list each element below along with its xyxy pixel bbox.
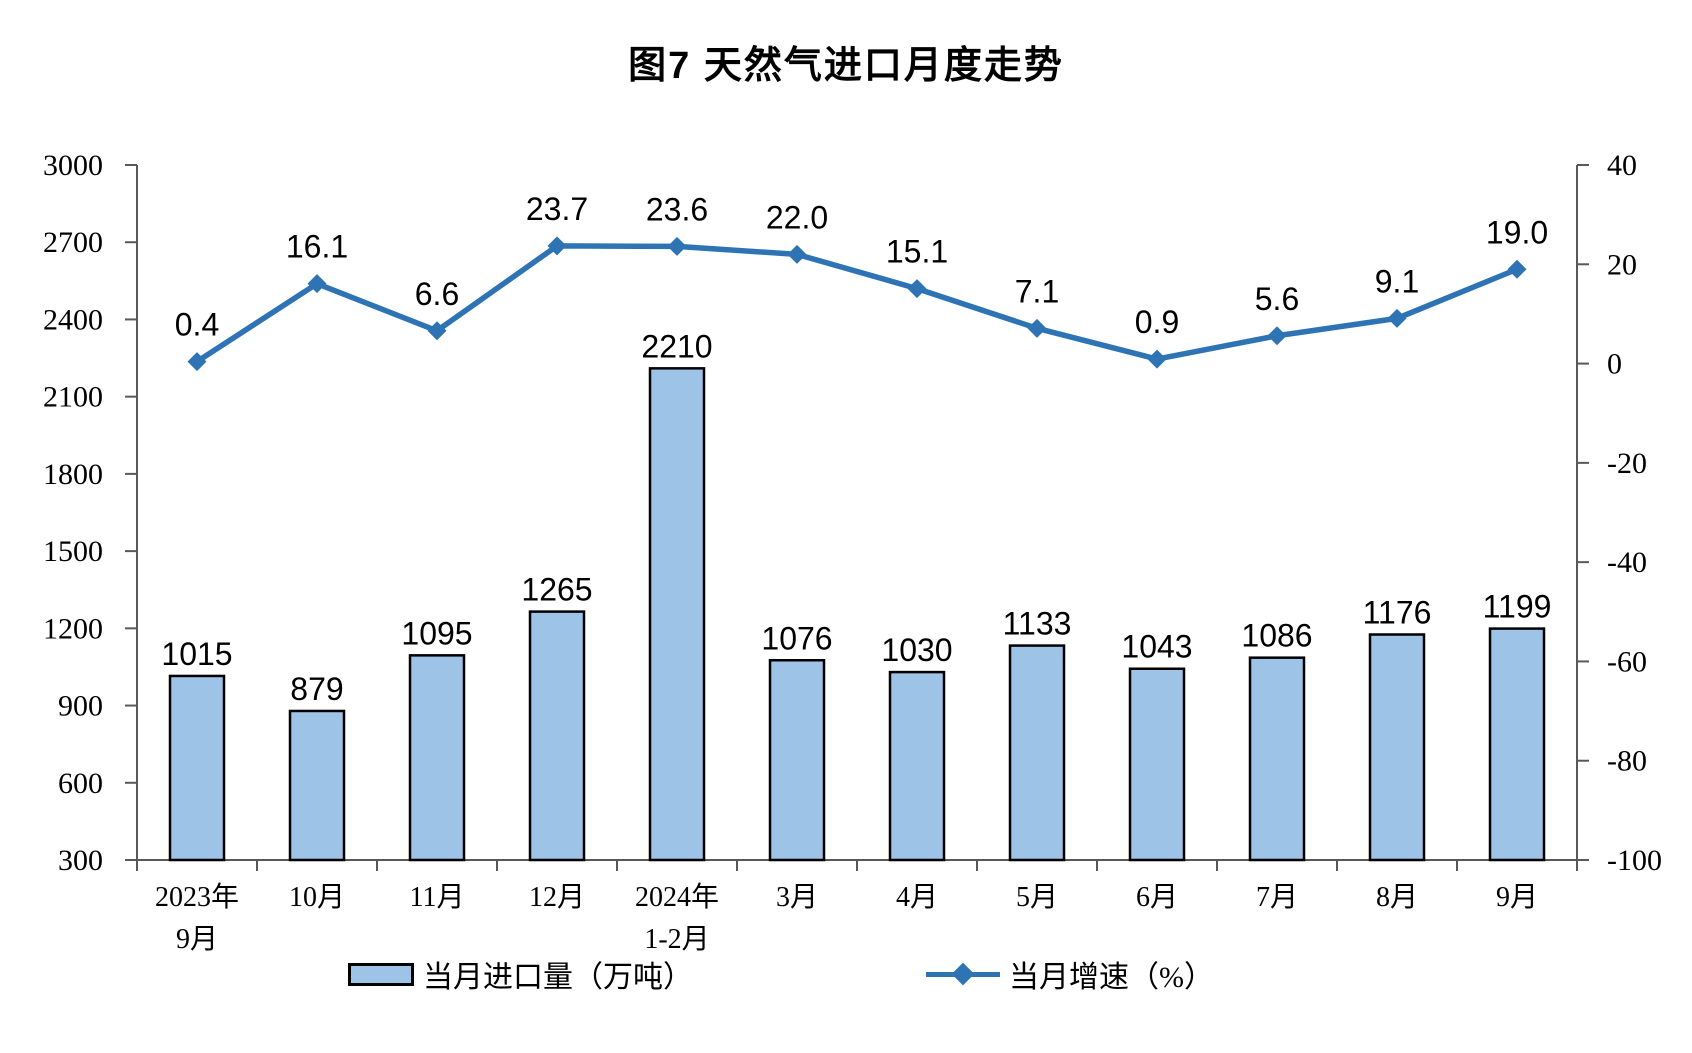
- bar-value-label: 1265: [521, 572, 592, 608]
- growth-value-label: 5.6: [1255, 281, 1299, 317]
- bar-value-label: 1176: [1363, 595, 1432, 631]
- growth-marker-diamond-icon: [427, 321, 447, 341]
- bar-value-label: 2210: [641, 328, 712, 364]
- chart-title: 图7 天然气进口月度走势: [628, 45, 1064, 87]
- x-category-label: 9月: [176, 924, 218, 955]
- bar-value-label: 1043: [1121, 629, 1192, 665]
- bar-value-label: 1095: [401, 615, 472, 651]
- import-volume-bar: [1248, 656, 1306, 862]
- bar-value-label: 1086: [1241, 618, 1312, 654]
- x-category-label: 9月: [1496, 882, 1538, 913]
- growth-value-label: 16.1: [286, 229, 348, 265]
- bar-value-label: 879: [290, 671, 343, 707]
- bar-value-label: 1030: [881, 632, 952, 668]
- growth-value-label: 23.6: [646, 191, 708, 227]
- x-category-label: 2023年: [155, 881, 239, 913]
- left-axis-tick-label: 1500: [43, 535, 103, 568]
- right-axis-tick-label: 0: [1607, 348, 1622, 381]
- right-axis-tick-label: -40: [1607, 546, 1647, 579]
- right-axis-tick-label: -80: [1607, 745, 1647, 778]
- growth-value-label: 19.0: [1486, 214, 1548, 250]
- right-axis-tick-label: -100: [1607, 844, 1662, 877]
- legend-item-growth-rate: 当月增速（%）: [926, 956, 1214, 994]
- bar-value-label: 1076: [761, 620, 832, 656]
- left-axis-tick-label: 1800: [43, 458, 103, 491]
- bar-value-label: 1133: [1003, 606, 1072, 642]
- growth-value-label: 23.7: [526, 191, 588, 227]
- x-category-label: 1-2月: [644, 924, 709, 955]
- growth-value-label: 15.1: [886, 234, 948, 270]
- growth-marker-diamond-icon: [187, 352, 207, 372]
- import-volume-bar: [888, 670, 946, 862]
- growth-rate-line: [194, 243, 1520, 365]
- growth-value-label: 9.1: [1375, 263, 1419, 299]
- import-volume-bar: [1008, 644, 1066, 862]
- left-axis-tick-label: 600: [58, 767, 103, 800]
- axes-group: [125, 164, 1589, 871]
- growth-value-label: 7.1: [1015, 273, 1059, 309]
- import-volume-bars-group: 1015 879 1095 1265 2210 1076 1030 1133 1043 1086 1…: [161, 328, 1552, 862]
- line-legend-label: 当月增速（%）: [1009, 961, 1214, 994]
- x-category-label: 10月: [289, 882, 345, 913]
- growth-marker-diamond-icon: [1387, 308, 1407, 328]
- left-axis-tick-label: 2100: [43, 381, 103, 414]
- x-category-label: 7月: [1256, 882, 1298, 913]
- growth-value-label: 0.4: [175, 307, 219, 343]
- right-axis-tick-label: -60: [1607, 645, 1647, 678]
- growth-marker-diamond-icon: [787, 244, 807, 264]
- x-category-label: 8月: [1376, 882, 1418, 913]
- left-axis-tick-label: 3000: [43, 149, 103, 182]
- x-category-label: 6月: [1136, 882, 1178, 913]
- growth-rate-line-group: 0.4 16.1 6.6 23.7 23.6 22.0 15.1 7.1 0.9 5.6 9.1 19…: [175, 191, 1548, 372]
- import-volume-bar: [1488, 627, 1546, 862]
- import-volume-bar: [288, 709, 346, 862]
- import-volume-bar: [408, 654, 466, 862]
- x-category-label: 4月: [896, 882, 938, 913]
- import-volume-bar: [768, 659, 826, 862]
- legend-item-import-volume: 当月进口量（万吨）: [348, 956, 693, 994]
- growth-marker-diamond-icon: [1147, 349, 1167, 369]
- growth-marker-diamond-icon: [907, 279, 927, 299]
- x-category-label: 3月: [776, 882, 818, 913]
- growth-marker-diamond-icon: [1027, 318, 1047, 338]
- bar-value-label: 1015: [161, 636, 232, 672]
- growth-marker-diamond-icon: [667, 236, 687, 256]
- bar-legend-swatch-icon: [348, 962, 414, 986]
- import-volume-bar: [648, 367, 706, 862]
- growth-value-label: 0.9: [1135, 304, 1179, 340]
- growth-marker-diamond-icon: [1507, 259, 1527, 279]
- left-axis-tick-label: 2700: [43, 226, 103, 259]
- import-volume-bar: [1128, 667, 1186, 862]
- left-axis-tick-label: 2400: [43, 303, 103, 336]
- x-category-label: 5月: [1016, 882, 1058, 913]
- left-axis-tick-label: 300: [58, 844, 103, 877]
- x-category-label: 11月: [410, 882, 465, 913]
- growth-value-label: 22.0: [766, 199, 828, 235]
- right-axis-tick-label: -20: [1607, 447, 1647, 480]
- growth-marker-diamond-icon: [547, 236, 567, 256]
- import-volume-bar: [168, 674, 226, 862]
- import-volume-bar: [528, 610, 586, 862]
- left-axis-tick-label: 900: [58, 690, 103, 723]
- growth-marker-diamond-icon: [1267, 326, 1287, 346]
- left-axis-tick-label: 1200: [43, 612, 103, 645]
- x-category-label: 12月: [529, 882, 585, 913]
- right-axis-tick-label: 40: [1607, 149, 1637, 182]
- x-category-label: 2024年: [635, 881, 719, 913]
- growth-marker-diamond-icon: [307, 274, 327, 294]
- legend-diamond-marker-icon: [951, 962, 975, 986]
- import-volume-bar: [1368, 633, 1426, 862]
- line-legend-swatch-icon: [926, 961, 1000, 987]
- growth-value-label: 6.6: [415, 276, 459, 312]
- bar-legend-label: 当月进口量（万吨）: [423, 961, 693, 994]
- bar-value-label: 1199: [1483, 589, 1552, 625]
- right-axis-tick-label: 20: [1607, 248, 1637, 281]
